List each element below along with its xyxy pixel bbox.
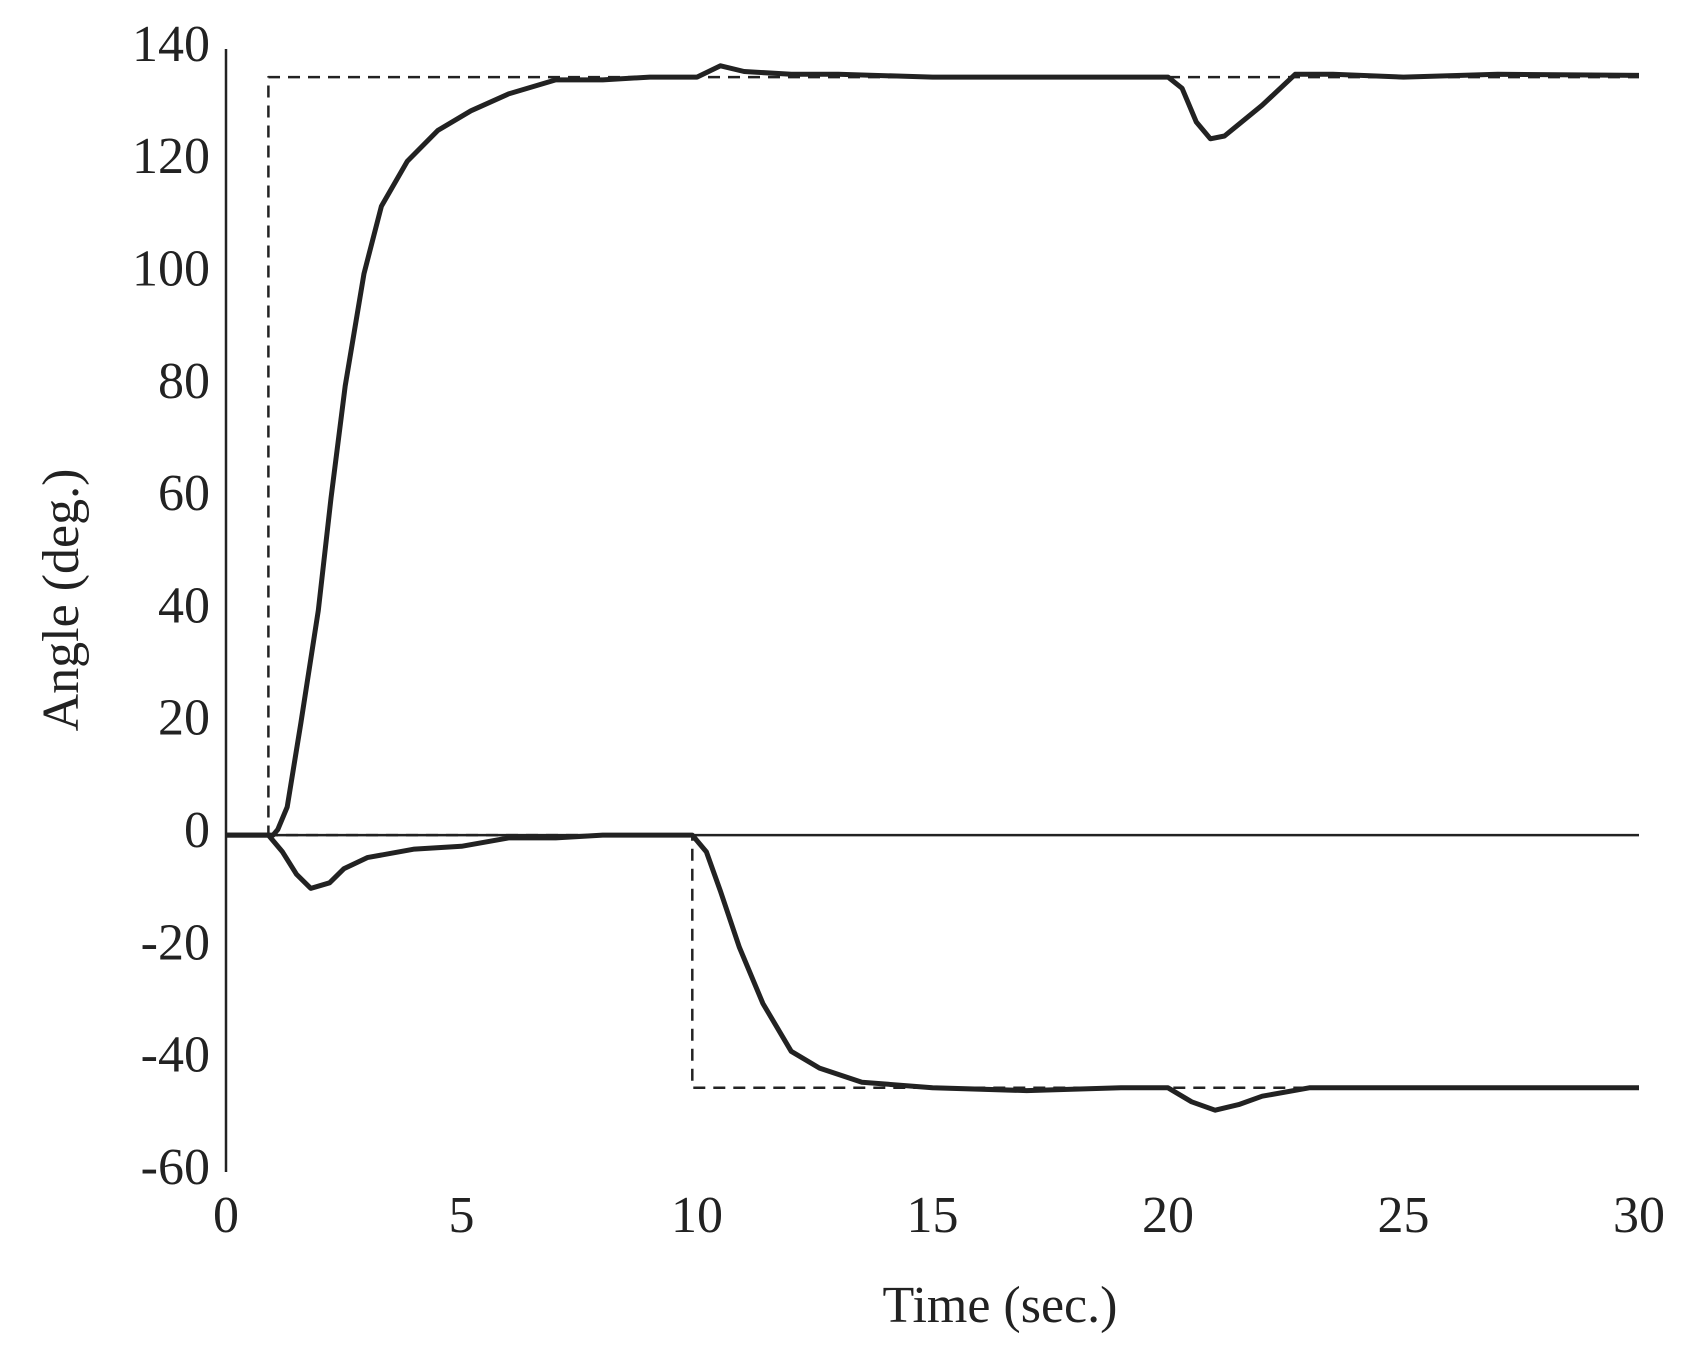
x-tick-label: 25 bbox=[1378, 1187, 1430, 1244]
response-line bbox=[226, 832, 1639, 1113]
x-tick-label: 5 bbox=[449, 1187, 475, 1244]
x-tick-label: 10 bbox=[671, 1187, 723, 1244]
x-axis-label: Time (sec.) bbox=[883, 1277, 1118, 1334]
response-line bbox=[226, 63, 1640, 838]
y-tick-label: -20 bbox=[141, 914, 210, 971]
x-tick-label: 30 bbox=[1613, 1187, 1665, 1244]
y-tick-label: -40 bbox=[141, 1027, 210, 1084]
y-tick-label: 20 bbox=[158, 690, 210, 747]
reference-line bbox=[226, 75, 1639, 837]
x-tick-label: 15 bbox=[907, 1187, 959, 1244]
y-tick-label: 120 bbox=[132, 128, 210, 185]
y-tick-label: 60 bbox=[158, 465, 210, 522]
y-tick-label: 80 bbox=[158, 353, 210, 410]
y-tick-label: -60 bbox=[141, 1139, 210, 1196]
y-axis-label: Angle (deg.) bbox=[33, 469, 90, 732]
y-tick-label: 140 bbox=[132, 16, 210, 73]
y-tick-label: 100 bbox=[132, 241, 210, 298]
y-tick-label: 40 bbox=[158, 577, 210, 634]
reference-line bbox=[226, 833, 1639, 1090]
x-tick-label: 20 bbox=[1142, 1187, 1194, 1244]
x-tick-label: 0 bbox=[213, 1187, 239, 1244]
y-tick-label: 0 bbox=[184, 802, 210, 859]
